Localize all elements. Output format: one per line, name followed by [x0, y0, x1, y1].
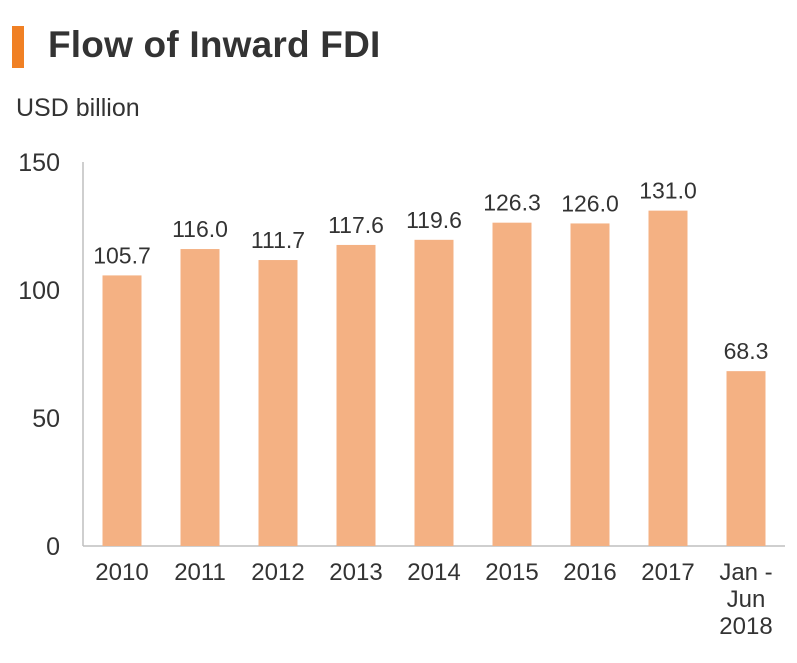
x-tick-label: 2017 — [641, 559, 694, 586]
data-label: 111.7 — [251, 227, 305, 253]
bar — [492, 222, 532, 546]
title-accent-bar — [12, 26, 24, 68]
y-tick-label: 100 — [18, 277, 60, 305]
bar — [102, 275, 142, 546]
data-label: 117.6 — [328, 212, 384, 238]
chart-title: Flow of Inward FDI — [48, 24, 381, 65]
x-tick-label: 2013 — [329, 559, 382, 586]
bar — [726, 371, 766, 546]
data-label: 116.0 — [172, 216, 228, 242]
y-axis-unit-label: USD billion — [16, 94, 140, 122]
data-label: 131.0 — [639, 178, 697, 204]
bar — [258, 260, 298, 546]
bar — [180, 249, 220, 547]
x-tick-label: 2015 — [485, 559, 538, 586]
x-tick-label: 2012 — [251, 559, 304, 586]
bar — [414, 239, 454, 546]
x-tick-label: 2014 — [407, 559, 460, 586]
y-tick-label: 0 — [46, 533, 60, 561]
x-tick-label: 2016 — [563, 559, 616, 586]
x-tick-label: Jun — [727, 586, 766, 613]
x-tick-label: 2018 — [719, 613, 772, 640]
x-tick-label: Jan - — [719, 559, 772, 586]
y-tick-label: 150 — [18, 149, 60, 177]
data-label: 126.3 — [483, 190, 541, 216]
x-tick-label: 2011 — [174, 559, 226, 586]
bar — [336, 244, 376, 546]
x-tick-label: 2010 — [95, 559, 148, 586]
data-label: 126.0 — [561, 190, 619, 216]
data-label: 105.7 — [93, 242, 151, 268]
data-label: 68.3 — [724, 338, 769, 364]
bar — [648, 210, 688, 546]
data-label: 119.6 — [406, 207, 462, 233]
y-tick-label: 50 — [32, 405, 60, 433]
bar — [570, 223, 610, 546]
